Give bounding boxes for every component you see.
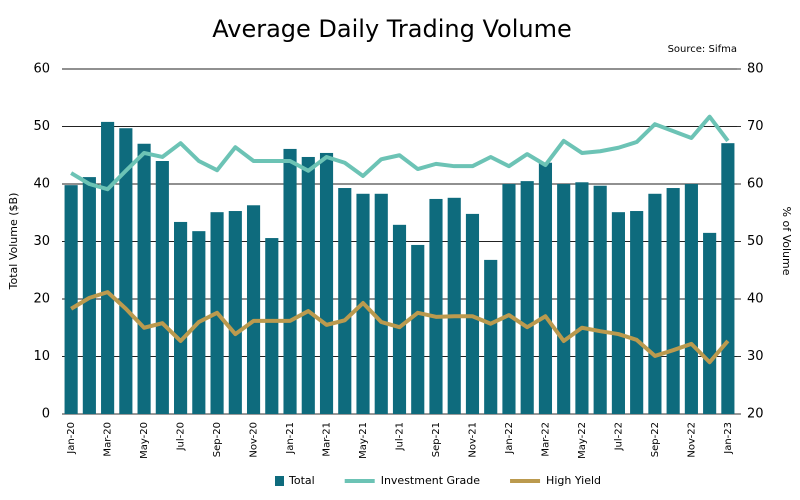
bar <box>265 238 279 414</box>
bar <box>684 184 698 414</box>
y-tick-label: 10 <box>33 349 50 364</box>
x-tick-label: May-22 <box>577 422 588 459</box>
x-tick-label: Mar-22 <box>540 422 551 457</box>
bar <box>611 212 625 414</box>
x-tick-label: May-21 <box>358 422 369 459</box>
x-tick-label: Sep-22 <box>650 422 661 457</box>
y2-tick-label: 30 <box>747 349 764 364</box>
y-tick-label: 50 <box>33 119 50 134</box>
bar <box>447 197 461 414</box>
source-note: Source: Sifma <box>668 44 737 55</box>
x-tick-label: Mar-20 <box>103 422 114 457</box>
y2-tick-label: 70 <box>747 119 764 134</box>
bar <box>64 185 78 414</box>
bar <box>465 213 480 414</box>
x-tick-label: Nov-21 <box>467 422 478 458</box>
bar <box>411 244 425 414</box>
bar <box>82 177 96 414</box>
x-tick-label: Jan-23 <box>723 422 734 455</box>
y2-tick-label: 50 <box>747 234 764 249</box>
y2-tick-label: 60 <box>747 177 764 192</box>
bar <box>174 221 188 414</box>
bar <box>119 128 133 414</box>
x-tick-label: Jan-20 <box>66 422 77 455</box>
x-tick-label: May-20 <box>139 422 150 459</box>
bar <box>484 259 498 414</box>
bar <box>666 188 680 414</box>
x-tick-label: Jul-22 <box>613 422 624 451</box>
bar <box>101 121 115 415</box>
x-tick-label: Sep-21 <box>431 422 442 457</box>
line <box>70 290 730 365</box>
bar <box>429 198 443 414</box>
y-tick-label: 0 <box>42 407 50 422</box>
x-tick-label: Jan-22 <box>504 422 515 455</box>
x-tick-label: Sep-20 <box>212 422 223 457</box>
bar <box>630 211 644 414</box>
x-tick-label: Nov-22 <box>686 422 697 458</box>
x-tick-label: Mar-21 <box>322 422 333 457</box>
y-tick-label: 30 <box>33 234 50 249</box>
bar <box>721 143 735 415</box>
y2-axis-label: % of Volume <box>780 207 793 276</box>
bar <box>319 152 334 414</box>
y-tick-label: 60 <box>33 62 50 77</box>
x-tick-label: Jul-20 <box>176 422 187 451</box>
bar <box>648 193 662 414</box>
y-tick-label: 20 <box>33 292 50 307</box>
bar <box>502 184 516 414</box>
legend-label: Investment Grade <box>381 474 481 487</box>
bar <box>155 161 169 414</box>
line <box>70 114 730 192</box>
x-tick-label: Nov-20 <box>249 422 260 458</box>
y2-tick-label: 40 <box>747 292 764 307</box>
bar <box>374 193 388 414</box>
y-tick-label: 40 <box>33 177 50 192</box>
legend-label: High Yield <box>546 474 601 487</box>
bar <box>137 143 151 414</box>
x-tick-label: Jan-21 <box>285 422 296 455</box>
bar <box>246 205 261 414</box>
bar <box>557 184 571 414</box>
bar <box>593 185 607 414</box>
legend-label: Total <box>288 474 315 487</box>
bar <box>228 211 242 414</box>
bar <box>392 224 407 414</box>
x-tick-label: Jul-21 <box>395 422 406 451</box>
bar <box>538 162 553 414</box>
legend-swatch <box>275 476 284 486</box>
y2-tick-label: 20 <box>747 407 764 422</box>
y-axis-label: Total Volume ($B) <box>7 193 20 291</box>
bar <box>520 181 534 414</box>
chart-title: Average Daily Trading Volume <box>212 15 571 43</box>
bar <box>301 156 315 414</box>
bar <box>575 182 589 414</box>
y2-tick-label: 80 <box>747 62 764 77</box>
bar <box>703 232 717 414</box>
bar <box>283 148 297 415</box>
bar <box>338 188 352 414</box>
